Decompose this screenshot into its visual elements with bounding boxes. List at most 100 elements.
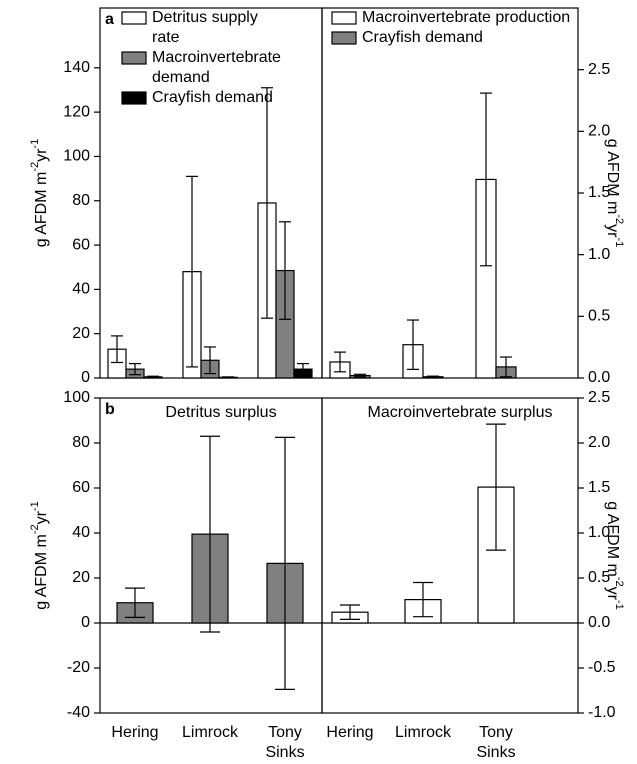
- text-line: Macroinvertebrate surplus: [368, 404, 553, 421]
- y-tick-label: 80: [72, 192, 90, 209]
- legend-swatch: [331, 11, 357, 25]
- text-line: Sinks: [265, 744, 304, 761]
- y-tick-label: 140: [63, 59, 90, 76]
- error-bar: [334, 351, 346, 373]
- error-bar: [129, 362, 141, 376]
- y-tick-label: -1.0: [588, 704, 616, 721]
- y-tick-label: 80: [72, 434, 90, 451]
- y-tick-label: 100: [63, 148, 90, 165]
- x-tick-label: Hering: [111, 724, 158, 741]
- error-bar: [413, 581, 433, 618]
- y-axis-label-superscript: -1: [29, 501, 41, 511]
- y-tick-label: 40: [72, 524, 90, 541]
- text-line: Tony: [479, 724, 513, 741]
- x-tick-label: Tony Sinks: [476, 724, 515, 761]
- x-tick-label: Hering: [326, 724, 373, 741]
- y-tick-label: 2.5: [588, 61, 610, 78]
- y-axis-label: g AFDM m-2yr-1: [604, 139, 625, 247]
- y-tick-label: 1.0: [588, 246, 610, 263]
- y-tick-label: 2.0: [588, 434, 610, 451]
- text-line: Detritus supply: [152, 9, 258, 26]
- error-bar: [147, 375, 159, 379]
- x-tick-label: Tony Sinks: [265, 724, 304, 761]
- text-line: Crayfish demand: [152, 89, 273, 106]
- y-tick-label: 1.5: [588, 184, 610, 201]
- y-tick-label: 1.5: [588, 479, 610, 496]
- legend-label: Crayfish demand: [152, 89, 273, 106]
- y-axis-label-superscript: -1: [613, 237, 625, 247]
- error-bar: [340, 604, 360, 621]
- x-tick-label: Limrock: [182, 724, 239, 741]
- legend-label: Detritus supply rate: [152, 9, 258, 46]
- y-axis-label-part: g AFDM m: [33, 534, 50, 610]
- error-bar: [125, 587, 145, 618]
- y-axis-label-superscript: -2: [29, 162, 41, 172]
- y-axis-label-superscript: -2: [613, 577, 625, 587]
- text-line: rate: [152, 29, 180, 46]
- legend-swatch: [121, 11, 147, 25]
- error-bar: [354, 373, 366, 378]
- y-axis-label-superscript: -1: [613, 600, 625, 610]
- text-line: Sinks: [476, 744, 515, 761]
- y-axis-label-superscript: -1: [29, 139, 41, 149]
- legend-swatch: [121, 51, 147, 65]
- y-axis-label-part: yr: [604, 224, 621, 238]
- y-axis-label-superscript: -2: [29, 524, 41, 534]
- error-bar: [186, 175, 198, 368]
- y-axis-label: g AFDM m-2yr-1: [29, 501, 50, 609]
- y-tick-label: -20: [67, 659, 90, 676]
- text-line: Crayfish demand: [362, 29, 483, 46]
- error-bar: [480, 92, 492, 267]
- y-tick-label: -0.5: [588, 659, 616, 676]
- y-axis-label-part: g AFDM m: [604, 501, 621, 577]
- y-tick-label: 0.0: [588, 369, 610, 386]
- y-tick-label: 0: [81, 369, 90, 386]
- y-tick-label: 100: [63, 389, 90, 406]
- text-line: Limrock: [182, 724, 239, 741]
- legend-label: Crayfish demand: [362, 29, 483, 46]
- y-axis-label-superscript: -2: [613, 214, 625, 224]
- error-bar: [500, 356, 512, 378]
- y-tick-label: 0: [81, 614, 90, 631]
- plot-frame: [321, 397, 579, 714]
- y-tick-label: -40: [67, 704, 90, 721]
- error-bar: [200, 435, 220, 633]
- text-line: Hering: [111, 724, 158, 741]
- y-tick-label: 0.5: [588, 308, 610, 325]
- y-tick-label: 1.0: [588, 524, 610, 541]
- panel-label: a: [105, 11, 114, 28]
- error-bar: [261, 87, 273, 319]
- legend-label: Macroinvertebrate demand: [152, 49, 281, 86]
- y-tick-label: 2.0: [588, 123, 610, 140]
- error-bar: [407, 319, 419, 370]
- y-axis-label: g AFDM m-2yr-1: [604, 501, 625, 609]
- y-tick-label: 60: [72, 479, 90, 496]
- panel-label: b: [105, 401, 115, 418]
- y-axis-label-part: yr: [604, 587, 621, 601]
- error-bar: [486, 423, 506, 551]
- text-line: Tony: [268, 724, 302, 741]
- text-line: Hering: [326, 724, 373, 741]
- error-bar: [427, 375, 439, 378]
- error-bar: [204, 346, 216, 375]
- y-tick-label: 0.5: [588, 569, 610, 586]
- x-tick-label: Limrock: [395, 724, 452, 741]
- y-tick-label: 40: [72, 281, 90, 298]
- y-tick-label: 20: [72, 325, 90, 342]
- legend-label: Macroinvertebrate production: [362, 9, 570, 26]
- y-tick-label: 120: [63, 103, 90, 120]
- y-tick-label: 0.0: [588, 614, 610, 631]
- panel-title: Detritus surplus: [165, 404, 276, 421]
- y-tick-label: 20: [72, 569, 90, 586]
- panel-title: Macroinvertebrate surplus: [368, 404, 553, 421]
- y-axis-label: g AFDM m-2yr-1: [29, 139, 50, 247]
- y-tick-label: 60: [72, 236, 90, 253]
- legend-swatch: [121, 91, 147, 105]
- text-line: demand: [152, 69, 210, 86]
- plot-frame: [321, 7, 579, 379]
- error-bar: [275, 436, 295, 690]
- text-line: Macroinvertebrate: [152, 49, 281, 66]
- legend-swatch: [331, 31, 357, 45]
- text-line: Detritus surplus: [165, 404, 276, 421]
